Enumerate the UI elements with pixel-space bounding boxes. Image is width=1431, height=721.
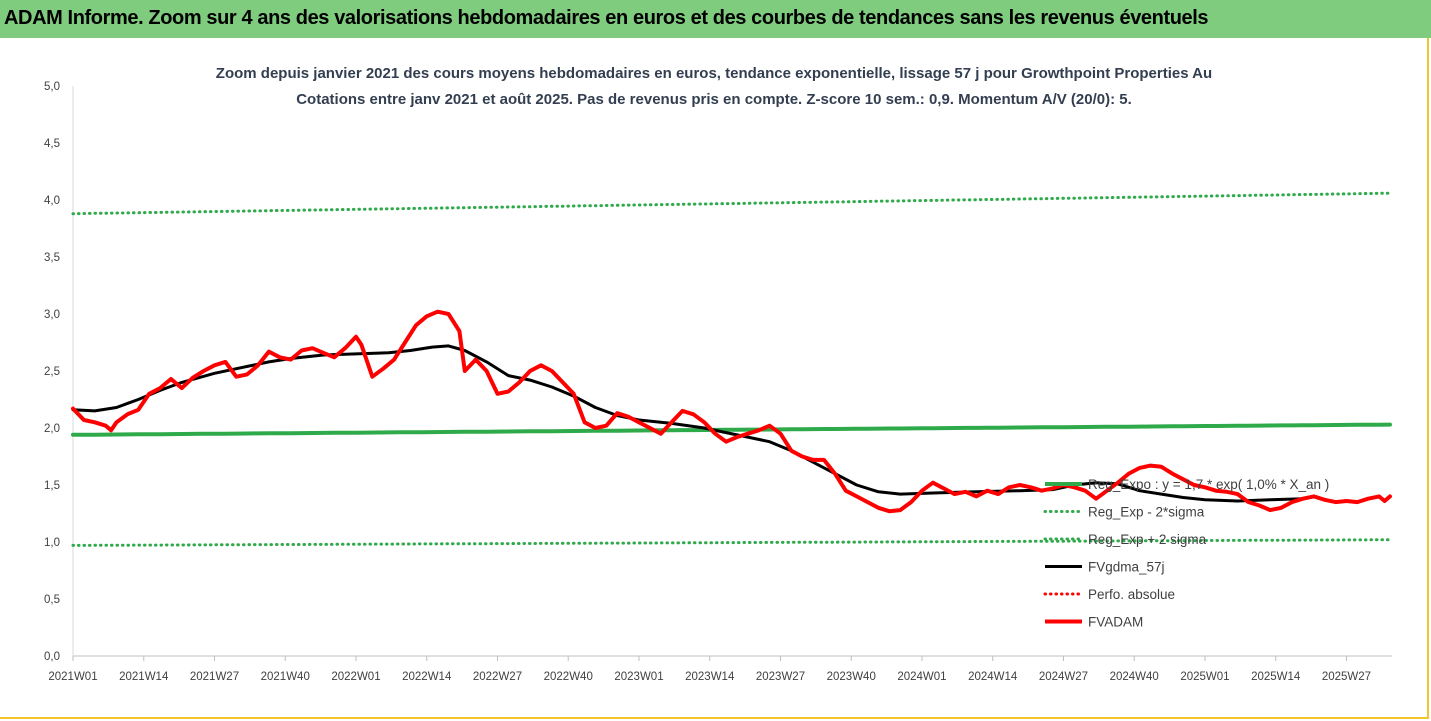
chart-frame [0, 38, 1429, 719]
x-tick-label: 2021W14 [119, 671, 169, 683]
chart: Zoom depuis janvier 2021 des cours moyen… [44, 65, 1392, 683]
y-tick-label: 1,5 [44, 480, 60, 492]
x-tick-label: 2023W27 [756, 671, 805, 683]
y-tick-label: 3,5 [44, 252, 60, 264]
series-line-1 [71, 191, 1392, 216]
y-tick-label: 4,0 [44, 195, 60, 207]
x-tick-label: 2021W27 [190, 671, 239, 683]
series-line-3 [71, 344, 1305, 503]
legend-label: Reg_Exp - 2*sigma [1088, 505, 1205, 520]
x-tick-label: 2024W27 [1039, 671, 1088, 683]
legend-label: Reg_Exp + 2 sigma [1088, 532, 1207, 547]
x-tick-label: 2023W40 [827, 671, 876, 683]
x-tick-label: 2023W01 [614, 671, 663, 683]
x-tick-label: 2022W27 [473, 671, 522, 683]
legend-label: Reg_Expo : y = 1,7 * exp( 1,0% * X_an ) [1088, 477, 1329, 492]
y-tick-label: 1,0 [44, 537, 60, 549]
legend: Reg_Expo : y = 1,7 * exp( 1,0% * X_an ) R… [1043, 477, 1329, 630]
header-bar: ADAM Informe. Zoom sur 4 ans des valoris… [0, 0, 1431, 38]
legend-label: FVADAM [1088, 615, 1143, 630]
x-tick-label: 2024W40 [1110, 671, 1159, 683]
x-tick-label: 2025W01 [1180, 671, 1229, 683]
series-line-5 [71, 309, 1392, 514]
series-line-2 [71, 538, 1392, 547]
y-axis: 0,0 0,5 1,0 1,5 2,0 2,5 3,0 3,5 4,0 4,5 5,0 [44, 81, 74, 663]
series-group [71, 191, 1392, 547]
y-tick-label: 2,0 [44, 423, 60, 435]
x-tick-label: 2023W14 [685, 671, 735, 683]
y-tick-label: 2,5 [44, 366, 60, 378]
series-2 [71, 538, 1392, 547]
x-tick-label: 2025W27 [1322, 671, 1371, 683]
series-0 [71, 422, 1392, 437]
series-5 [71, 309, 1392, 514]
y-tick-label: 5,0 [44, 81, 60, 93]
x-tick-label: 2025W14 [1251, 671, 1301, 683]
series-3 [71, 344, 1305, 503]
x-tick-label: 2024W01 [897, 671, 946, 683]
y-tick-label: 0,5 [44, 594, 60, 606]
x-tick-label: 2021W40 [261, 671, 310, 683]
y-tick-label: 4,5 [44, 138, 60, 150]
y-tick-label: 0,0 [44, 651, 60, 663]
page-title: ADAM Informe. Zoom sur 4 ans des valoris… [4, 7, 1209, 29]
chart-title-line2: Cotations entre janv 2021 et août 2025. … [296, 91, 1132, 108]
x-tick-label: 2022W01 [331, 671, 380, 683]
y-tick-label: 3,0 [44, 309, 60, 321]
series-1 [71, 191, 1392, 216]
x-tick-label: 2022W40 [544, 671, 593, 683]
x-tick-label: 2022W14 [402, 671, 452, 683]
x-tick-label: 2021W01 [48, 671, 97, 683]
x-tick-label: 2024W14 [968, 671, 1018, 683]
x-axis: 2021W01 2021W14 2021W27 2021W40 2022W01 2022W… [48, 655, 1392, 683]
legend-label: FVgdma_57j [1088, 560, 1165, 575]
legend-label: Perfo. absolue [1088, 587, 1175, 602]
series-line-0 [71, 422, 1392, 437]
chart-title-line1: Zoom depuis janvier 2021 des cours moyen… [216, 65, 1212, 82]
